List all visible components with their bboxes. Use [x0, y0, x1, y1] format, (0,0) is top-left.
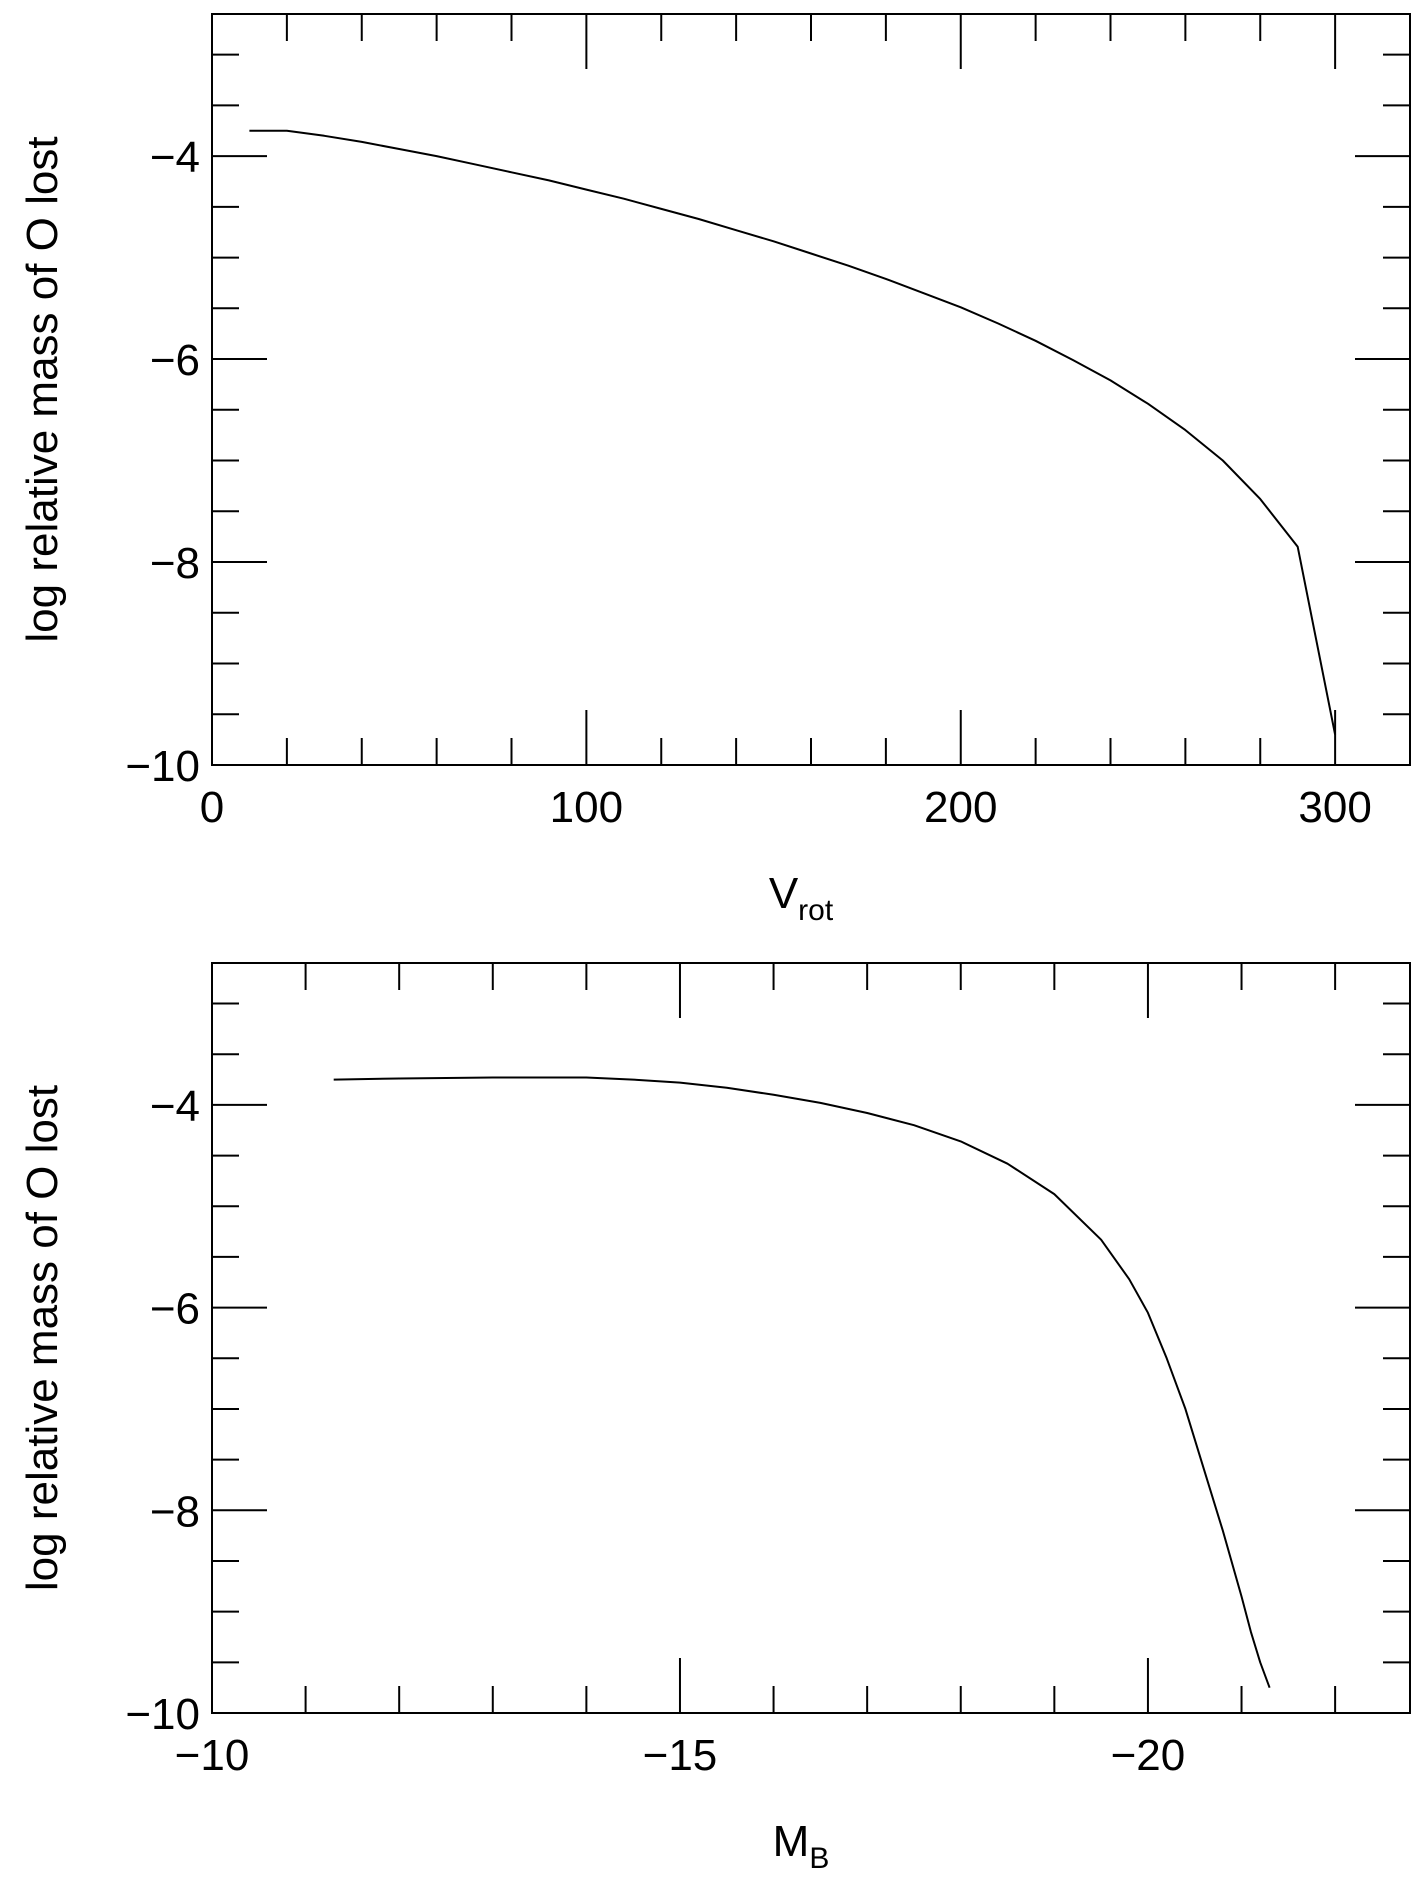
y-tick-label: −8 — [150, 539, 200, 588]
x-tick-label: −20 — [1111, 1731, 1186, 1780]
y-tick-label: −10 — [125, 742, 200, 791]
x-tick-label: 0 — [200, 783, 224, 832]
series-line-1 — [249, 129, 1337, 735]
x-tick-label: 100 — [550, 783, 623, 832]
y-tick-label: −4 — [150, 1082, 200, 1131]
x-axis-label: MB — [773, 1817, 830, 1875]
plot-frame — [211, 962, 1411, 1714]
series-line-1 — [333, 1076, 1271, 1689]
x-axis-label-subscript: B — [809, 1842, 829, 1875]
x-axis-label-main: V — [769, 869, 799, 918]
y-tick-label: −6 — [150, 336, 200, 385]
y-tick-label: −8 — [150, 1487, 200, 1536]
y-tick-label: −10 — [125, 1690, 200, 1739]
x-tick-label: −15 — [643, 1731, 718, 1780]
y-axis-label: log relative mass of O lost — [18, 1085, 67, 1591]
y-tick-label: −4 — [150, 133, 200, 182]
x-tick-label: 200 — [924, 783, 997, 832]
x-tick-label: −10 — [175, 1731, 250, 1780]
y-axis-label: log relative mass of O lost — [18, 136, 67, 642]
y-tick-label: −6 — [150, 1285, 200, 1334]
x-axis-label-main: M — [773, 1817, 810, 1866]
chart-panel-1: 0 100 200 300 −10 −8 −6 −4 Vrot log relative mass… — [18, 13, 1411, 927]
x-axis-label: Vrot — [769, 869, 834, 927]
plot-frame — [211, 13, 1411, 766]
x-axis-label-subscript: rot — [798, 894, 834, 927]
x-tick-label: 300 — [1298, 783, 1371, 832]
